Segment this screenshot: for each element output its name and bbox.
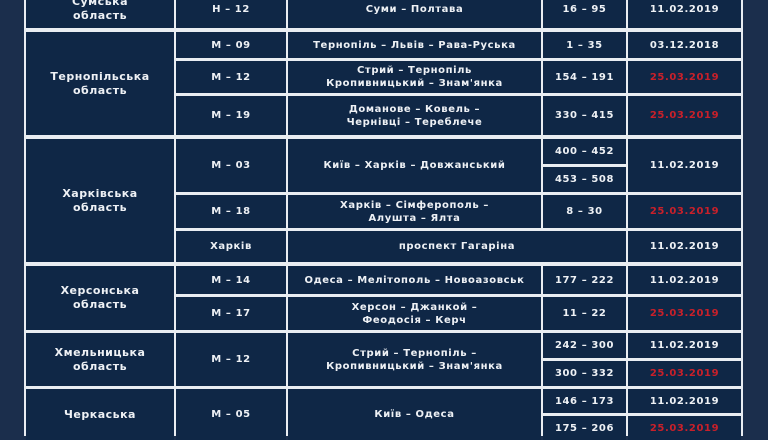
road-cell: М – 19 [176, 96, 286, 135]
road-cell: М – 09 [176, 32, 286, 58]
km-cell: 175 – 206 [543, 416, 626, 440]
date-cell: 11.02.2019 [628, 0, 741, 28]
road-cell: М – 17 [176, 297, 286, 330]
region-cell: Херсонська область [26, 266, 174, 330]
road-cell: Н – 12 [176, 0, 286, 28]
km-cell: 146 – 173 [543, 389, 626, 413]
date-cell: 11.02.2019 [628, 231, 741, 262]
route-cell: Київ – Одеса [288, 389, 541, 440]
route-cell: Доманове – Ковель – Чернівці – Тереблече [288, 96, 541, 135]
km-cell: 330 – 415 [543, 96, 626, 135]
road-repair-table: Сумська область Н – 12 Суми – Полтава 16 – … [24, 0, 743, 440]
road-cell: М – 05 [176, 389, 286, 440]
region-cell: Тернопільська область [26, 32, 174, 135]
date-cell: 25.03.2019 [628, 416, 741, 440]
route-cell: Київ – Харків – Довжанський [288, 139, 541, 192]
road-cell: М – 12 [176, 61, 286, 93]
road-cell: М – 03 [176, 139, 286, 192]
route-cell: Херсон – Джанкой – Феодосія – Керч [288, 297, 541, 330]
km-cell: 300 – 332 [543, 361, 626, 386]
km-cell: 154 – 191 [543, 61, 626, 93]
km-cell: 11 – 22 [543, 297, 626, 330]
road-cell: Харків [176, 231, 286, 262]
date-cell: 03.12.2018 [628, 32, 741, 58]
km-cell: 242 – 300 [543, 333, 626, 358]
route-cell: Одеса – Мелітополь – Новоазовськ [288, 266, 541, 294]
date-cell: 25.03.2019 [628, 195, 741, 228]
date-cell: 11.02.2019 [628, 139, 741, 192]
road-cell: М – 14 [176, 266, 286, 294]
route-cell: проспект Гагаріна [288, 231, 626, 262]
date-cell: 11.02.2019 [628, 333, 741, 358]
date-cell: 11.02.2019 [628, 389, 741, 413]
date-cell: 11.02.2019 [628, 266, 741, 294]
region-cell: Черкаська [26, 389, 174, 440]
region-cell: Сумська область [26, 0, 174, 28]
route-cell: Тернопіль – Львів – Рава-Руська [288, 32, 541, 58]
km-cell: 16 – 95 [543, 0, 626, 28]
region-cell: Харківська область [26, 139, 174, 262]
km-cell: 1 – 35 [543, 32, 626, 58]
km-cell: 400 – 452 [543, 139, 626, 164]
road-cell: М – 18 [176, 195, 286, 228]
region-cell: Хмельницька область [26, 333, 174, 386]
route-cell: Харків – Сімферополь – Алушта – Ялта [288, 195, 541, 228]
date-cell: 25.03.2019 [628, 361, 741, 386]
route-cell: Стрий – Тернопіль – Кропивницький – Знам… [288, 333, 541, 386]
route-cell: Стрий – Тернопіль Кропивницький – Знам'я… [288, 61, 541, 93]
km-cell: 177 – 222 [543, 266, 626, 294]
route-cell: Суми – Полтава [288, 0, 541, 28]
date-cell: 25.03.2019 [628, 297, 741, 330]
date-cell: 25.03.2019 [628, 61, 741, 93]
km-cell: 8 – 30 [543, 195, 626, 228]
km-cell: 453 – 508 [543, 167, 626, 192]
date-cell: 25.03.2019 [628, 96, 741, 135]
road-cell: М – 12 [176, 333, 286, 386]
